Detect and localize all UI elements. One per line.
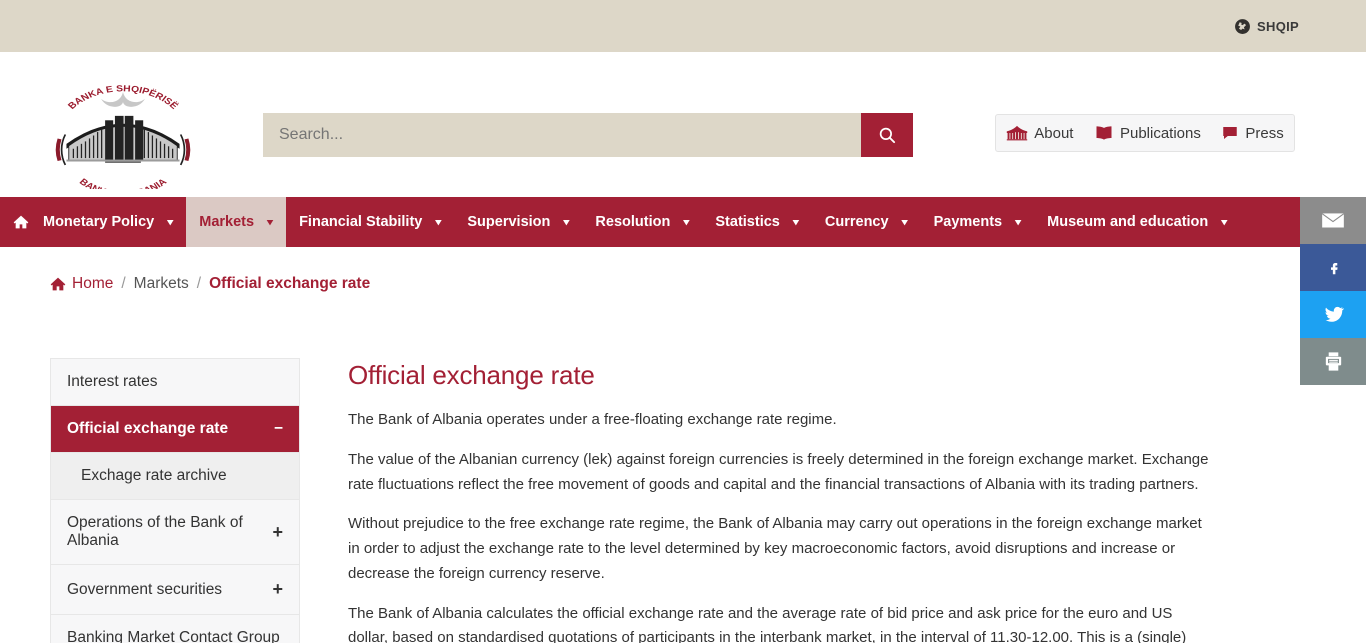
svg-text:BANK OF ALBANIA: BANK OF ALBANIA (77, 177, 169, 189)
